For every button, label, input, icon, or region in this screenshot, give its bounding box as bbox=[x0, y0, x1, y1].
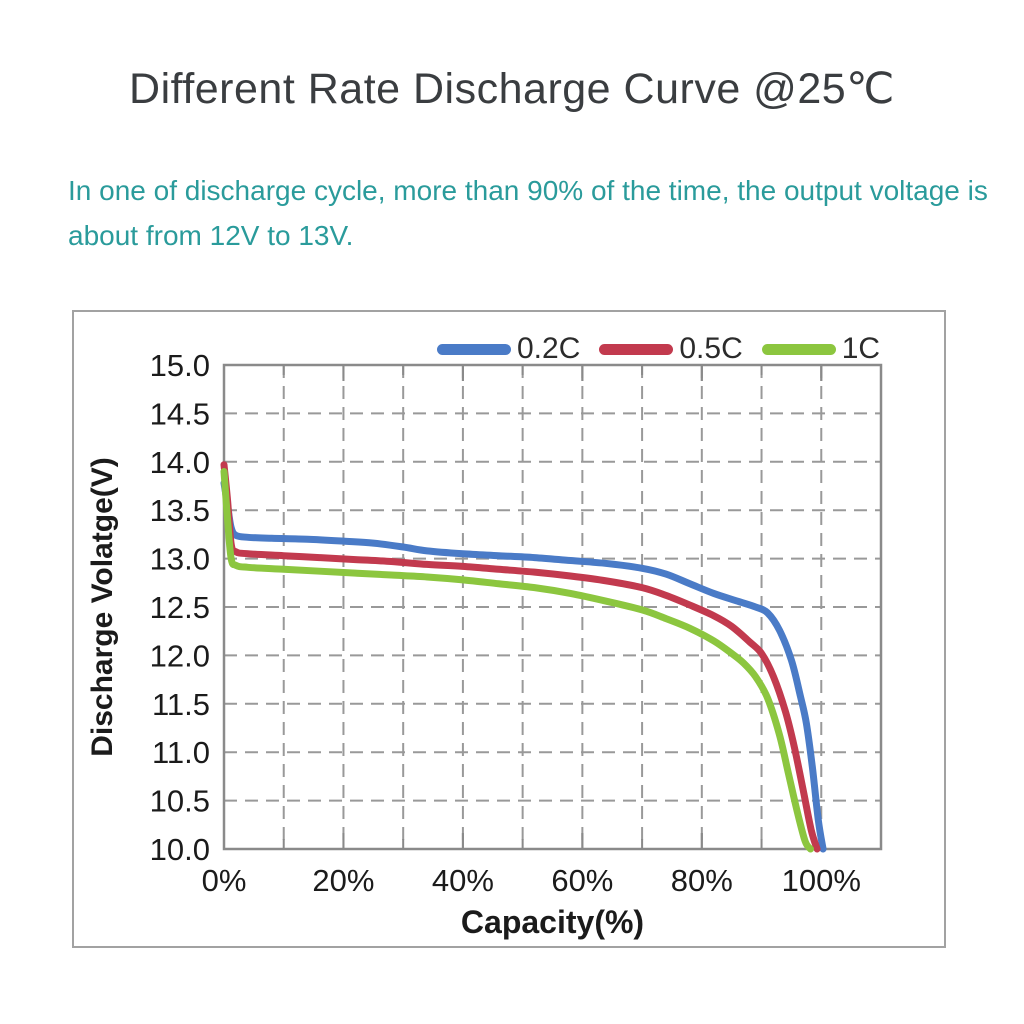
legend-label-0.5C: 0.5C bbox=[679, 332, 743, 365]
chart-legend: 0.2C 0.5C 1C bbox=[437, 332, 880, 366]
x-tick-label: 20% bbox=[312, 863, 374, 898]
y-tick-label: 12.5 bbox=[150, 590, 210, 625]
legend-item-0.2C: 0.2C bbox=[437, 332, 580, 366]
y-tick-label: 13.5 bbox=[150, 493, 210, 528]
legend-label-0.2C: 0.2C bbox=[517, 332, 581, 365]
legend-item-1C: 1C bbox=[761, 332, 881, 366]
y-tick-label: 12.0 bbox=[150, 638, 210, 673]
legend-line-1C bbox=[761, 343, 836, 355]
series-curve-0.5C bbox=[220, 461, 821, 853]
y-tick-label: 11.0 bbox=[152, 735, 210, 770]
plot-border-rect bbox=[222, 363, 883, 851]
discharge-curve-chart: 15.0 14.5 14.0 13.5 13.0 12.5 12.0 11.5 11.0 10.5… bbox=[72, 310, 946, 948]
y-axis-title: Discharge Volatge(V) bbox=[86, 457, 119, 757]
x-tick-label: 100% bbox=[782, 863, 861, 898]
plot-area: 15.0 14.5 14.0 13.5 13.0 12.5 12.0 11.5 11.0 10.5… bbox=[150, 348, 883, 898]
x-tick-label: 40% bbox=[432, 863, 494, 898]
x-tick-label: 0% bbox=[202, 863, 247, 898]
y-tick-label: 11.5 bbox=[152, 687, 210, 722]
x-axis-title: Capacity(%) bbox=[460, 904, 645, 940]
y-tick-label: 10.5 bbox=[150, 784, 210, 819]
legend-line-0.2C bbox=[437, 343, 511, 355]
legend-item-0.5C: 0.5C bbox=[599, 332, 743, 366]
legend-line-0.5C bbox=[599, 343, 674, 355]
page-title: Different Rate Discharge Curve @25℃ bbox=[129, 65, 895, 113]
series-curve-0.2C bbox=[220, 479, 827, 853]
x-tick-label: 60% bbox=[551, 863, 613, 898]
x-tick-label: 80% bbox=[671, 863, 733, 898]
y-tick-label: 10.0 bbox=[150, 832, 210, 867]
y-tick-label: 15.0 bbox=[150, 348, 210, 383]
legend-label-1C: 1C bbox=[841, 332, 881, 365]
series-curve-1C bbox=[220, 467, 815, 853]
y-tick-label: 14.5 bbox=[150, 396, 210, 431]
y-tick-label: 13.0 bbox=[150, 542, 210, 577]
y-tick-label: 14.0 bbox=[150, 445, 210, 480]
chart-description: In one of discharge cycle, more than 90%… bbox=[68, 175, 988, 251]
